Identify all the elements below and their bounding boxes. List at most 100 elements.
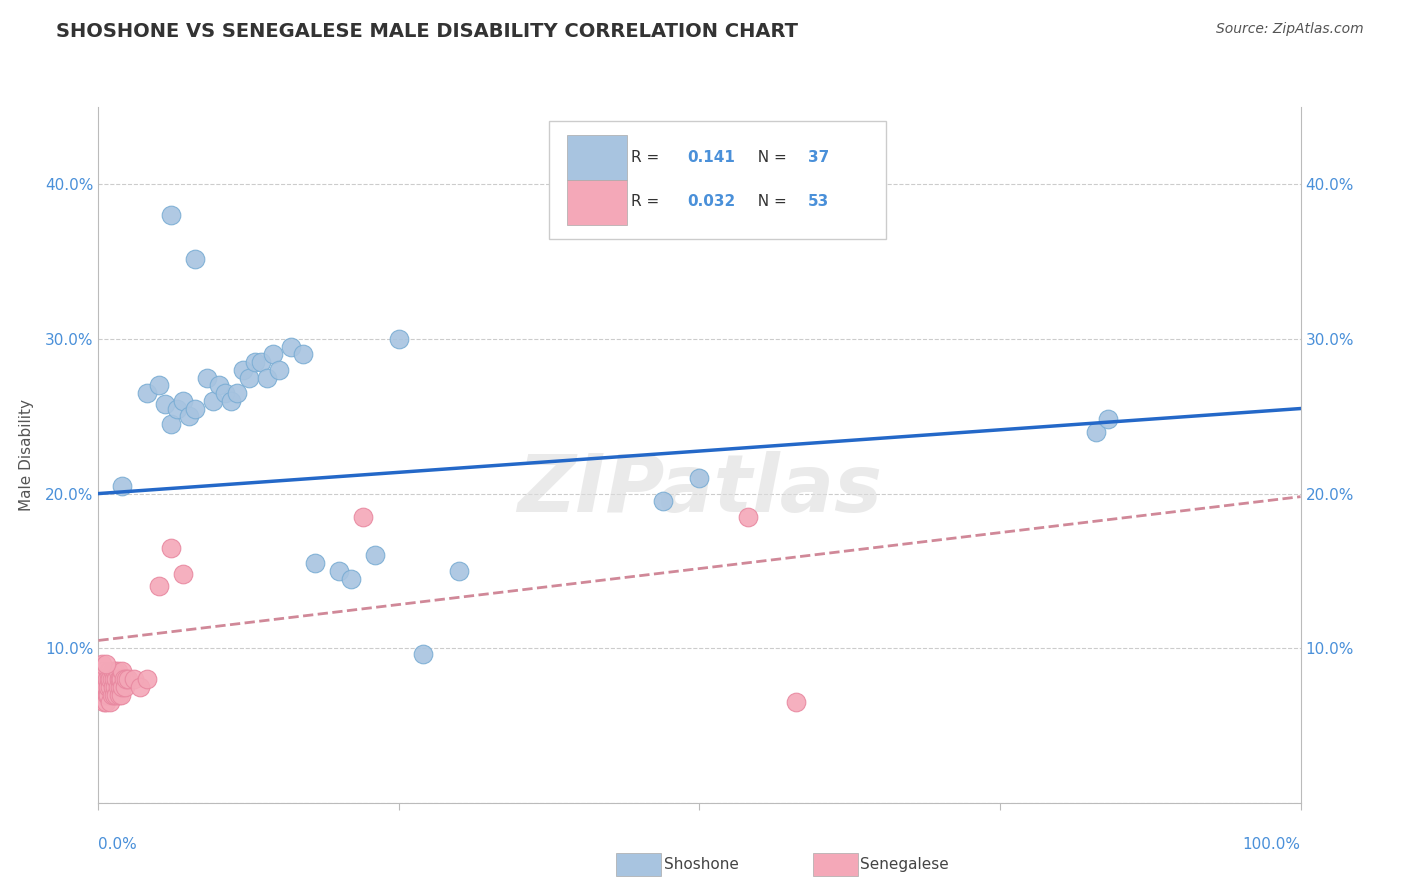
Point (148, 579, 170, 593)
Point (93, 688, 115, 702)
Point (103, 688, 125, 702)
Point (159, 208, 181, 222)
Point (364, 549, 387, 563)
Text: Source: ZipAtlas.com: Source: ZipAtlas.com (1216, 22, 1364, 37)
Point (340, 572, 363, 586)
Point (238, 370, 260, 384)
Point (108, 672, 131, 686)
Point (101, 665, 124, 679)
Point (249, 355, 271, 369)
Point (94, 657, 117, 671)
Point (110, 672, 132, 686)
Point (172, 393, 194, 408)
Point (100, 672, 122, 686)
Point (96, 688, 118, 702)
Point (91, 672, 114, 686)
Point (93, 695, 115, 709)
Point (94, 680, 117, 694)
Point (110, 688, 132, 702)
Point (256, 370, 278, 384)
Point (104, 665, 127, 679)
Point (115, 672, 138, 686)
Point (291, 347, 314, 361)
FancyBboxPatch shape (567, 135, 627, 180)
Point (112, 672, 135, 686)
Point (219, 393, 242, 408)
Point (447, 564, 470, 578)
Point (107, 680, 129, 694)
Text: 0.032: 0.032 (688, 194, 735, 209)
Point (183, 252, 205, 266)
Point (91, 680, 114, 694)
Point (108, 688, 131, 702)
Point (135, 672, 157, 686)
FancyBboxPatch shape (567, 180, 627, 226)
Point (1097, 412, 1119, 426)
Point (111, 479, 134, 493)
Point (100, 695, 122, 709)
Point (135, 386, 157, 401)
Point (166, 401, 188, 416)
Point (159, 541, 181, 555)
Text: SHOSHONE VS SENEGALESE MALE DISABILITY CORRELATION CHART: SHOSHONE VS SENEGALESE MALE DISABILITY C… (56, 22, 799, 41)
Point (98, 672, 121, 686)
Point (100, 680, 122, 694)
Point (91, 688, 114, 702)
Point (124, 672, 146, 686)
Text: ZIPatlas: ZIPatlas (517, 450, 882, 529)
Point (304, 556, 326, 570)
Point (101, 680, 124, 694)
Point (262, 347, 284, 361)
Point (103, 672, 125, 686)
Point (243, 355, 266, 369)
Point (201, 393, 224, 408)
Point (91, 665, 114, 679)
Point (280, 340, 302, 354)
Point (159, 417, 181, 431)
Point (183, 401, 205, 416)
Point (93, 672, 115, 686)
Point (111, 680, 134, 694)
Text: R =: R = (631, 194, 669, 209)
Text: Shoshone: Shoshone (664, 857, 738, 871)
Point (177, 409, 200, 424)
Point (737, 509, 759, 524)
Point (195, 370, 218, 384)
Point (153, 397, 176, 411)
Text: Senegalese: Senegalese (860, 857, 949, 871)
Point (96, 672, 118, 686)
Y-axis label: Male Disability: Male Disability (18, 399, 34, 511)
Point (97, 688, 120, 702)
Text: N =: N = (748, 150, 792, 165)
Text: N =: N = (748, 194, 792, 209)
Text: 100.0%: 100.0% (1243, 837, 1301, 852)
Point (352, 509, 374, 524)
Point (111, 665, 134, 679)
Point (94, 695, 117, 709)
Text: 37: 37 (807, 150, 830, 165)
Point (97, 680, 120, 694)
Point (652, 494, 675, 508)
Text: R =: R = (631, 150, 669, 165)
Point (107, 665, 129, 679)
Point (108, 672, 131, 686)
Point (267, 363, 290, 377)
Point (388, 332, 411, 346)
Point (689, 471, 711, 485)
Point (785, 695, 807, 709)
Text: 0.141: 0.141 (688, 150, 735, 165)
Point (105, 688, 128, 702)
Point (104, 680, 127, 694)
Point (208, 378, 231, 392)
Point (114, 680, 136, 694)
Point (105, 672, 128, 686)
Point (225, 386, 247, 401)
Point (328, 564, 350, 578)
Point (232, 363, 254, 377)
Point (117, 672, 139, 686)
Point (172, 566, 194, 581)
Point (98, 665, 121, 679)
Point (91, 657, 114, 671)
Point (100, 672, 122, 686)
Point (100, 688, 122, 702)
